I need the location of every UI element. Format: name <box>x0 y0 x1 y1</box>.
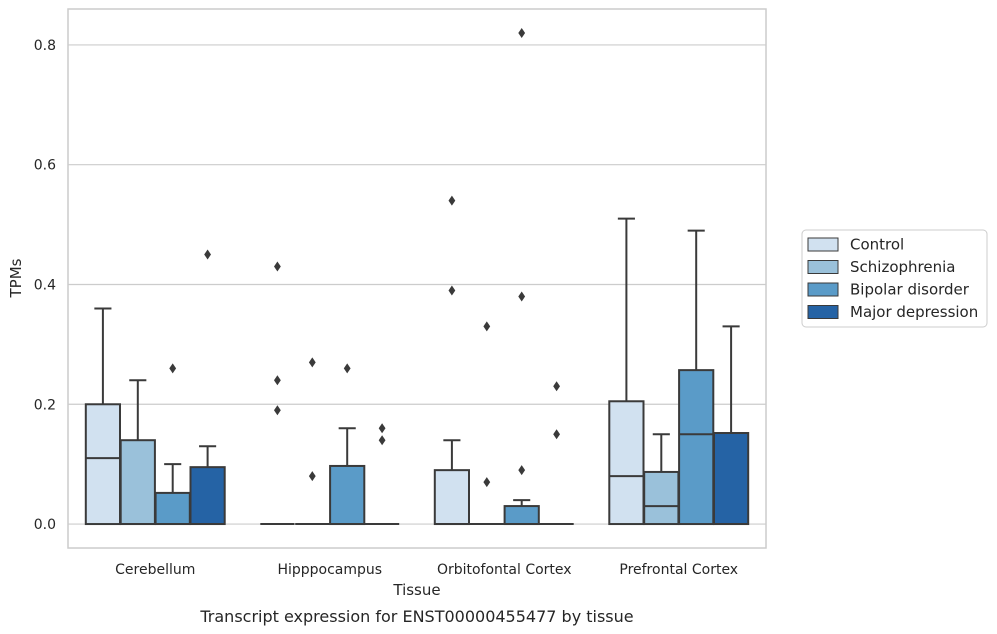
box-1-0 <box>119 379 156 526</box>
outlier-point <box>378 423 386 434</box>
box-0-2 <box>433 195 471 526</box>
box-body <box>189 466 226 526</box>
legend-label: Control <box>850 236 904 254</box>
box-body <box>329 464 366 526</box>
outlier-point <box>483 477 491 488</box>
box-body <box>712 432 750 526</box>
legend-swatch <box>807 282 839 297</box>
outlier-point <box>378 435 386 446</box>
x-tick-label: Cerebellum <box>115 562 195 578</box>
x-tick-label: Hipppocampus <box>277 562 382 578</box>
outlier-point <box>308 471 316 482</box>
box-0-3 <box>608 217 645 526</box>
outlier-point <box>483 321 491 332</box>
outlier-point <box>448 285 456 296</box>
y-tick-label: 0.8 <box>34 38 56 54</box>
box-3-3 <box>712 325 750 526</box>
legend-swatch <box>807 305 839 319</box>
boxes <box>84 27 750 526</box>
box-body <box>119 439 156 526</box>
legend-frame <box>801 229 988 328</box>
legend-label: Major depression <box>850 303 978 321</box>
box-3-1 <box>364 423 400 526</box>
x-axis-label: Tissue <box>392 581 440 599</box>
box-2-1 <box>329 363 366 526</box>
y-ticks: 0.0 0.2 0.4 0.6 0.8 <box>34 38 56 533</box>
legend: Control Schizophrenia Bipolar disorder Majo… <box>801 229 988 328</box>
box-body <box>643 470 680 526</box>
y-tick-label: 0.0 <box>34 517 56 533</box>
figure-caption: Transcript expression for ENST0000045547… <box>199 607 633 626</box>
outlier-point <box>518 291 526 302</box>
box-3-2 <box>539 381 574 526</box>
x-tick-label: Prefrontal Cortex <box>619 562 738 578</box>
outlier-point <box>274 405 281 416</box>
box-0-1 <box>260 261 295 526</box>
outlier-point <box>553 381 560 392</box>
plot-area-frame <box>67 8 767 549</box>
y-tick-label: 0.6 <box>34 158 56 174</box>
box-body <box>433 469 471 526</box>
box-body <box>503 505 540 526</box>
outlier-point <box>448 195 456 206</box>
box-1-2 <box>469 321 504 526</box>
outlier-point <box>343 363 351 374</box>
box-0-0 <box>84 307 122 526</box>
box-body <box>84 403 122 526</box>
box-2-2 <box>503 27 540 526</box>
box-3-0 <box>189 249 226 526</box>
legend-swatch <box>807 260 839 274</box>
outlier-point <box>169 363 177 374</box>
box-1-3 <box>643 433 680 526</box>
box-2-3 <box>678 229 715 526</box>
y-tick-label: 0.2 <box>34 397 56 413</box>
outlier-point <box>553 429 560 440</box>
outlier-point <box>308 357 316 368</box>
outlier-point <box>518 27 526 38</box>
x-tick-label: Orbitofontal Cortex <box>437 562 572 578</box>
legend-label: Schizophrenia <box>850 258 955 276</box>
legend-swatch <box>807 237 839 252</box>
box-body <box>608 400 645 526</box>
outlier-point <box>274 375 281 386</box>
x-ticks: Cerebellum Hipppocampus Orbitofontal Corte… <box>115 562 738 578</box>
y-axis-label: TPMs <box>7 258 25 298</box>
y-tick-label: 0.4 <box>34 277 56 293</box>
box-body <box>154 491 191 526</box>
box-body <box>678 369 715 526</box>
box-2-0 <box>154 363 191 526</box>
outlier-point <box>274 261 281 272</box>
outlier-point <box>518 465 526 476</box>
box-1-1 <box>295 357 330 526</box>
outlier-point <box>204 249 211 260</box>
legend-label: Bipolar disorder <box>850 281 970 299</box>
